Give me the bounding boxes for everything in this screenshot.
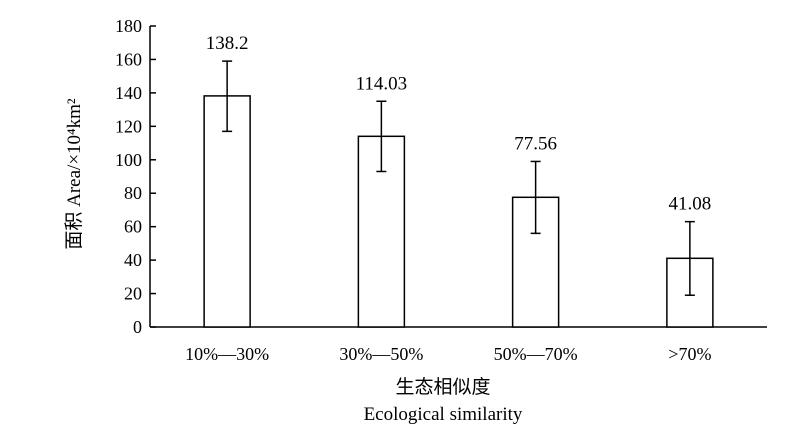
y-tick-label: 60 — [124, 217, 142, 237]
error-bar — [222, 60, 233, 133]
x-tick-label: 10%—30% — [185, 344, 269, 364]
x-tick-label: 50%—70% — [494, 344, 578, 364]
data-label: 77.56 — [514, 133, 557, 154]
data-labels: 138.2 114.03 77.56 41.08 — [206, 33, 712, 215]
x-tick-label: 30%—50% — [339, 344, 423, 364]
error-bar — [376, 100, 387, 173]
x-axis-title-cn: 生态相似度 — [395, 376, 490, 398]
data-label: 138.2 — [206, 33, 249, 54]
y-tick-label: 160 — [115, 49, 142, 69]
y-tick-label: 80 — [124, 183, 142, 203]
error-bar — [684, 220, 695, 296]
data-label: 114.03 — [356, 73, 408, 94]
x-ticks: 10%—30% 30%—50% 50%—70% >70% — [185, 344, 711, 364]
x-axis-title-en: Ecological similarity — [364, 404, 523, 425]
y-ticks: 0 20 40 60 80 100 120 140 160 180 — [115, 16, 156, 337]
error-bars — [222, 60, 695, 296]
bars — [203, 95, 714, 328]
x-tick-label: >70% — [668, 344, 711, 364]
y-axis-title: 面积 Area/×10⁴km² — [63, 98, 85, 250]
data-label: 41.08 — [669, 194, 712, 215]
y-tick-label: 120 — [115, 116, 142, 136]
y-tick-label: 40 — [124, 250, 142, 270]
y-tick-label: 180 — [115, 16, 142, 36]
axes — [149, 26, 767, 328]
y-tick-label: 140 — [115, 83, 142, 103]
y-tick-label: 0 — [133, 317, 142, 337]
error-bar — [530, 160, 541, 235]
y-tick-label: 100 — [115, 150, 142, 170]
y-tick-label: 20 — [124, 284, 142, 304]
bar — [203, 95, 251, 328]
